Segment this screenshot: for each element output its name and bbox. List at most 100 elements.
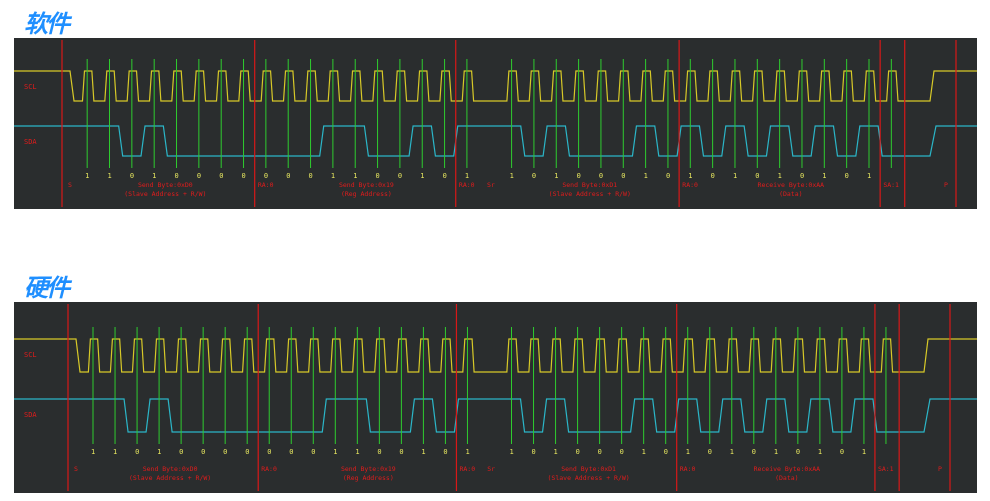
decoded-byte-label: Send Byte:0xD0 (143, 465, 198, 473)
bit-value-label: 0 (577, 172, 581, 180)
sda-channel-label: SDA (24, 411, 37, 419)
bit-value-label: 1 (822, 172, 826, 180)
decoded-byte-sublabel: (Reg Address) (341, 190, 392, 198)
panel-title-software: 软件 (24, 9, 70, 38)
ack-label: RA:0 (258, 181, 274, 189)
panel-title-hardware: 硬件 (24, 273, 70, 302)
bit-value-label: 0 (289, 448, 293, 456)
waveform-software: SCL SDA 1 1 0 1 0 0 0 0 0 0 0 1 1 0 0 1 0 1 1 0 1 0 0 0 1 0 1 0 1 0 1 0 1 0… (14, 40, 977, 207)
scl-channel-label: SCL (24, 351, 37, 359)
repeated-start-label: Sr (487, 181, 495, 189)
nack-label: SA:1 (883, 181, 899, 189)
bit-value-label: 1 (353, 172, 357, 180)
bit-value-label: 0 (532, 448, 536, 456)
bit-value-label: 1 (113, 448, 117, 456)
bit-value-label: 0 (245, 448, 249, 456)
bit-value-label: 1 (733, 172, 737, 180)
scl-waveform (14, 338, 977, 373)
logic-analyzer-panel-hardware: SCL SDA 1 1 0 1 0 0 0 0 0 0 0 1 1 0 0 1 0 1 1 0 1 0 0 0 1 0 1 0 1 0 1 0 1 0… (14, 302, 977, 493)
bit-value-label: 0 (752, 448, 756, 456)
decoded-byte-sublabel: (Data) (779, 190, 802, 198)
bit-value-label: 0 (620, 448, 624, 456)
bit-value-label: 0 (311, 448, 315, 456)
bit-value-label: 0 (598, 448, 602, 456)
bit-value-label: 1 (778, 172, 782, 180)
bit-value-label: 0 (197, 172, 201, 180)
bit-value-label: 1 (867, 172, 871, 180)
bit-value-label: 0 (267, 448, 271, 456)
bit-value-label: 0 (708, 448, 712, 456)
bit-value-label: 0 (286, 172, 290, 180)
decoded-byte-label: Receive Byte:0xAA (758, 181, 825, 189)
bit-value-label: 1 (420, 172, 424, 180)
bit-value-label: 1 (554, 448, 558, 456)
bit-value-label: 1 (554, 172, 558, 180)
bit-value-label: 0 (377, 448, 381, 456)
bit-value-label: 1 (108, 172, 112, 180)
decoded-byte-label: Send Byte:0x19 (341, 465, 396, 473)
bit-value-label: 1 (642, 448, 646, 456)
stop-condition-label: P (944, 181, 948, 189)
bit-value-label: 0 (201, 448, 205, 456)
logic-analyzer-panel-software: SCL SDA 1 1 0 1 0 0 0 0 0 0 0 1 1 0 0 1 0 1 1 0 1 0 0 0 1 0 1 0 1 0 1 0 1 0… (14, 38, 977, 209)
bit-value-label: 0 (376, 172, 380, 180)
ack-label: RA:0 (261, 465, 277, 473)
bit-value-label: 1 (465, 172, 469, 180)
bit-value-label: 0 (840, 448, 844, 456)
bit-value-label: 1 (862, 448, 866, 456)
bit-value-label: 1 (355, 448, 359, 456)
decoded-byte-sublabel: (Slave Address + R/W) (549, 190, 631, 198)
bit-value-label: 1 (421, 448, 425, 456)
scl-waveform (14, 70, 977, 102)
decoded-byte-sublabel: (Slave Address + R/W) (124, 190, 206, 198)
bit-value-label: 0 (179, 448, 183, 456)
bit-value-label: 1 (510, 448, 514, 456)
ack-label: RA:0 (459, 181, 475, 189)
bit-value-label: 0 (443, 448, 447, 456)
decoded-byte-label: Send Byte:0xD0 (138, 181, 193, 189)
bit-value-label: 1 (333, 448, 337, 456)
bit-value-label: 0 (135, 448, 139, 456)
stop-condition-label: P (938, 465, 942, 473)
decoded-byte-label: Receive Byte:0xAA (754, 465, 821, 473)
start-condition-label: S (74, 465, 78, 473)
waveform-hardware: SCL SDA 1 1 0 1 0 0 0 0 0 0 0 1 1 0 0 1 0 1 1 0 1 0 0 0 1 0 1 0 1 0 1 0 1 0… (14, 304, 977, 491)
sda-waveform (14, 125, 977, 157)
bit-value-label: 1 (157, 448, 161, 456)
ack-label: RA:0 (459, 465, 475, 473)
bit-value-label: 1 (510, 172, 514, 180)
bit-value-label: 0 (223, 448, 227, 456)
scl-channel-label: SCL (24, 83, 37, 91)
bit-value-label: 1 (152, 172, 156, 180)
bit-value-label: 0 (398, 172, 402, 180)
bit-value-label: 1 (730, 448, 734, 456)
bit-value-label: 0 (309, 172, 313, 180)
sda-channel-label: SDA (24, 138, 37, 146)
bit-value-label: 1 (774, 448, 778, 456)
bit-value-label: 0 (130, 172, 134, 180)
bit-value-label: 0 (800, 172, 804, 180)
bit-value-label: 1 (331, 172, 335, 180)
sda-waveform (14, 398, 977, 433)
bit-value-label: 1 (85, 172, 89, 180)
bit-value-label: 0 (175, 172, 179, 180)
bit-value-label: 0 (443, 172, 447, 180)
decoded-byte-label: Send Byte:0x19 (339, 181, 394, 189)
decoded-byte-sublabel: (Reg Address) (343, 474, 394, 482)
bit-value-label: 0 (845, 172, 849, 180)
decoded-byte-label: Send Byte:0xD1 (562, 181, 617, 189)
bit-value-label: 1 (688, 172, 692, 180)
bit-value-label: 1 (686, 448, 690, 456)
bit-value-label: 1 (644, 172, 648, 180)
ack-label: RA:0 (682, 181, 698, 189)
decoded-byte-sublabel: (Slave Address + R/W) (548, 474, 630, 482)
bit-value-label: 0 (399, 448, 403, 456)
decoded-byte-sublabel: (Slave Address + R/W) (129, 474, 211, 482)
bit-value-label: 0 (242, 172, 246, 180)
start-condition-label: S (68, 181, 72, 189)
bit-value-label: 0 (796, 448, 800, 456)
decoded-byte-label: Send Byte:0xD1 (561, 465, 616, 473)
bit-value-label: 0 (219, 172, 223, 180)
bit-value-label: 1 (465, 448, 469, 456)
bit-value-label: 0 (755, 172, 759, 180)
